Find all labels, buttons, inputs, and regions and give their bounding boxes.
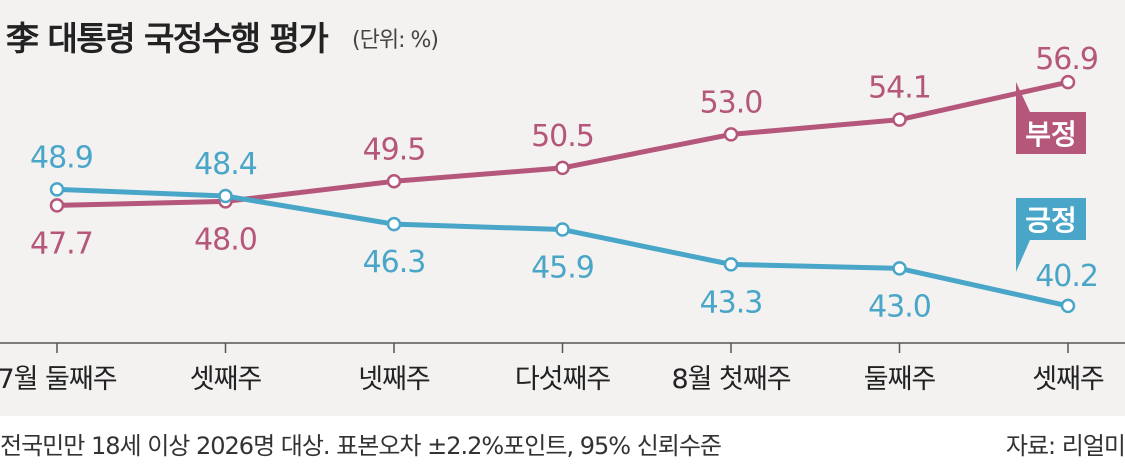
legend-tag-pointer (1016, 230, 1030, 272)
data-label: 46.3 (363, 245, 426, 280)
data-point (892, 261, 907, 276)
data-label: 40.2 (1035, 259, 1098, 294)
data-point (386, 216, 402, 232)
data-point (723, 257, 739, 272)
data-label: 43.3 (700, 285, 763, 320)
data-point (1060, 74, 1076, 90)
data-label: 48.0 (194, 222, 257, 257)
data-point (555, 222, 570, 237)
x-tick-label: 둘째주 (864, 364, 936, 395)
source-credit: 자료: 리얼미 (1005, 432, 1125, 460)
footer-band (0, 416, 1125, 476)
legend-label-negative: 부정 (1025, 118, 1077, 151)
x-tick-label: 셋째주 (1032, 364, 1104, 395)
unit-label: (단위: %) (352, 28, 438, 53)
data-label: 49.5 (363, 132, 426, 167)
data-point (386, 174, 402, 189)
data-label: 50.5 (531, 119, 594, 154)
plot-area: 7월 둘째주 셋째주 넷째주 다섯째주 8월 첫째주 둘째주 셋째주 47.7 48.0 49.5… (0, 42, 1125, 395)
data-label: 47.7 (30, 226, 93, 261)
data-label: 43.0 (868, 289, 931, 324)
x-tick-label: 8월 첫째주 (671, 364, 790, 395)
data-label: 48.9 (30, 140, 93, 175)
x-tick-label: 셋째주 (190, 364, 262, 395)
line-chart: 李 대통령 국정수행 평가 (단위: %) 7월 둘째주 셋째주 넷째주 다섯째주 8월… (0, 19, 1125, 395)
legend-tag (1016, 112, 1086, 154)
x-tick-label: 넷째주 (358, 364, 430, 395)
data-point (49, 182, 65, 197)
data-point (218, 188, 233, 204)
data-label: 48.4 (194, 147, 257, 182)
data-label: 56.9 (1035, 42, 1098, 77)
survey-footnote: 전국민만 18세 이상 2026명 대상. 표본오차 ±2.2%포인트, 95%… (0, 432, 722, 460)
data-point (723, 127, 739, 142)
chart-title: 李 대통령 국정수행 평가 (6, 19, 328, 58)
data-point (555, 160, 570, 176)
data-point (1060, 298, 1076, 314)
data-label: 54.1 (868, 71, 931, 106)
data-point (892, 112, 907, 127)
legend-label-positive: 긍정 (1025, 204, 1077, 237)
data-label: 45.9 (531, 251, 594, 286)
legend-tag (1016, 198, 1086, 240)
x-tick-label: 다섯째주 (515, 364, 611, 395)
data-point (49, 198, 65, 213)
x-tick-label: 7월 둘째주 (0, 364, 117, 395)
data-label: 53.0 (700, 85, 763, 120)
